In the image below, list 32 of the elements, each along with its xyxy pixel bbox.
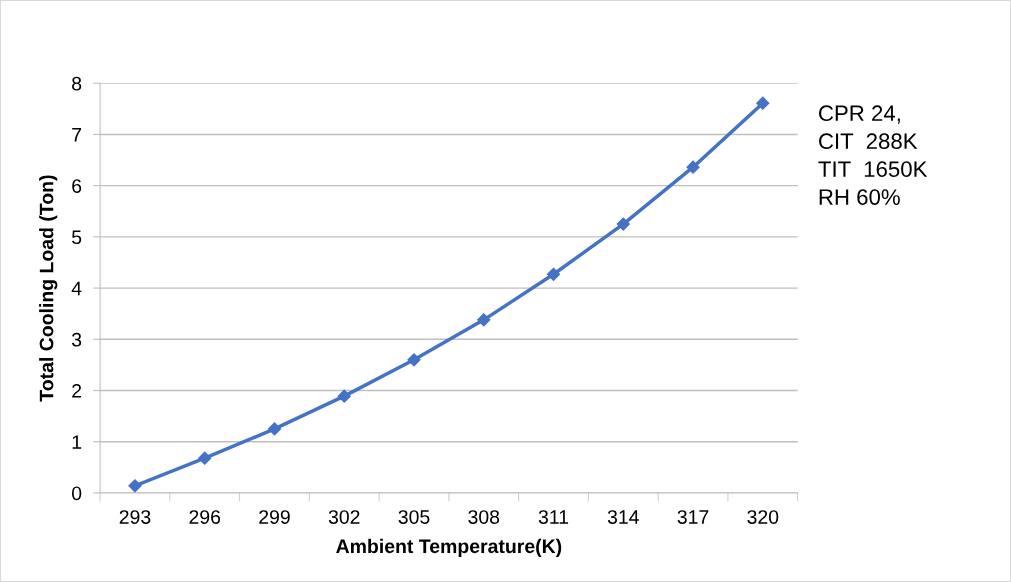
point — [477, 313, 491, 327]
x-tick-label: 296 — [189, 510, 221, 524]
x-tick-label: 293 — [119, 510, 151, 524]
y-tick-label: 8 — [72, 76, 82, 91]
y-tick-label: 3 — [71, 332, 82, 347]
point — [128, 479, 142, 493]
y-tick-label: 1 — [72, 435, 82, 449]
text: CPR 24, CIT 288K TIT 1650K RH 60% — [818, 105, 928, 205]
y-tick-label: 0 — [71, 486, 82, 501]
y-tick-label: 7 — [72, 128, 82, 142]
x-tick-label: 320 — [747, 510, 779, 524]
point — [616, 217, 630, 231]
x-tick-label: 308 — [468, 510, 500, 524]
x-tick-label: 305 — [398, 510, 430, 524]
y-tick-label: 2 — [72, 383, 82, 398]
point — [198, 451, 212, 465]
point — [267, 422, 282, 436]
y-tick-label: 6 — [72, 179, 82, 193]
point — [546, 267, 561, 281]
x-axis-title: Ambient Temperature(K) — [336, 538, 562, 557]
point — [407, 353, 421, 367]
y-axis-title: Total Cooling Load (Ton) — [39, 175, 58, 402]
x-tick-label: 314 — [607, 510, 639, 524]
y-tick-label: 5 — [72, 230, 82, 245]
point — [756, 96, 770, 110]
x-tick-label: 299 — [259, 510, 290, 524]
point — [686, 160, 700, 174]
x-tick-label: 317 — [677, 510, 709, 524]
x-tick-label: 302 — [328, 510, 360, 524]
y-tick-label: 4 — [71, 281, 82, 296]
x-tick-label: 311 — [538, 510, 569, 524]
point — [337, 389, 351, 403]
